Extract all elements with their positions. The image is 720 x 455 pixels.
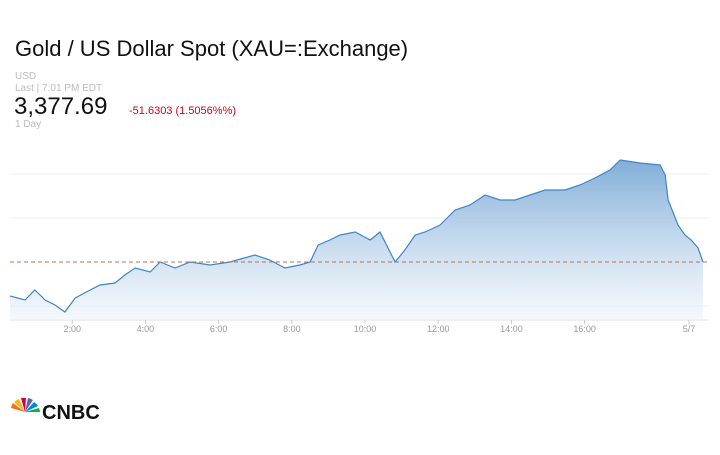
plot: CNBC2:004:006:008:0010:0012:0014:0016:00…	[9, 159, 708, 334]
x-tick-label: 12:00	[427, 324, 450, 334]
x-tick-label: 4:00	[137, 324, 155, 334]
range: 1 Day	[15, 119, 41, 130]
change: -51.6303 (1.5056%%)	[129, 105, 236, 117]
currency: USD	[15, 71, 36, 82]
logo: CNBC	[11, 397, 100, 424]
line	[9, 159, 704, 313]
x-tick-label: 6:00	[210, 324, 228, 334]
x-tick-label: 2:00	[63, 324, 81, 334]
last-time: Last | 7:01 PM EDT	[15, 83, 102, 94]
title: Gold / US Dollar Spot (XAU=:Exchange)	[15, 36, 408, 61]
area	[10, 160, 703, 320]
price: 3,377.69	[14, 93, 107, 120]
peacock	[11, 397, 40, 412]
x-tick-label: 5/7	[683, 324, 696, 334]
x-tick-label: 14:00	[500, 324, 523, 334]
x-tick-label: 8:00	[283, 324, 301, 334]
logo-text: CNBC	[42, 402, 100, 424]
x-tick-label: 10:00	[354, 324, 377, 334]
x-tick-label: 16:00	[573, 324, 596, 334]
